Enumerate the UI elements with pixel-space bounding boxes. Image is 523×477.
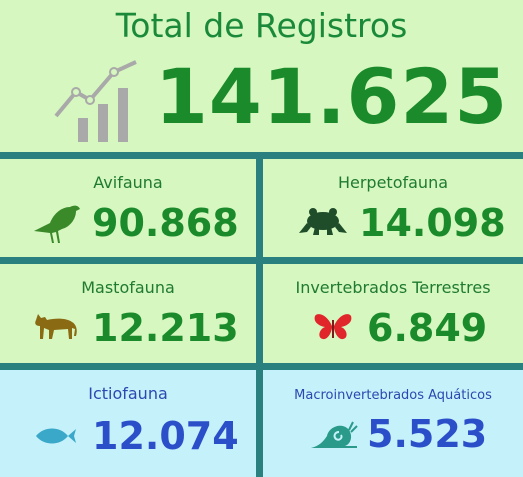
card-value: 12.213 [92,306,239,350]
total-value: 141.625 [155,52,509,141]
card-avifauna: Avifauna 90.868 [0,159,256,257]
card-label: Ictiofauna [88,384,168,403]
card-label: Invertebrados Terrestres [295,278,491,297]
card-ictiofauna: Ictiofauna 12.074 [0,370,256,477]
card-label: Mastofauna [81,278,175,297]
card-label: Avifauna [93,173,163,192]
card-herpetofauna: Herpetofauna 14.098 [263,159,523,257]
card-macroinvertebrados-aquaticos: Macroinvertebrados Aquáticos 5.523 [263,370,523,477]
card-mastofauna: Mastofauna 12.213 [0,264,256,363]
card-value: 6.849 [367,306,488,350]
card-invertebrados-terrestres: Invertebrados Terrestres 6.849 [263,264,523,363]
snail-icon [311,421,358,448]
bird-icon [34,205,80,243]
fish-icon [36,428,76,444]
card-value: 12.074 [92,414,239,458]
frog-icon [299,208,347,235]
card-label: Macroinvertebrados Aquáticos [294,388,492,403]
card-value: 90.868 [92,201,239,245]
card-label: Herpetofauna [337,173,449,192]
card-value: 14.098 [359,201,506,245]
total-records-card: Total de Registros 141.625 [0,0,523,152]
card-value: 5.523 [367,412,488,456]
total-title: Total de Registros [115,6,408,45]
trend-chart-icon [54,60,137,142]
butterfly-icon [314,314,352,340]
feline-icon [35,314,77,339]
